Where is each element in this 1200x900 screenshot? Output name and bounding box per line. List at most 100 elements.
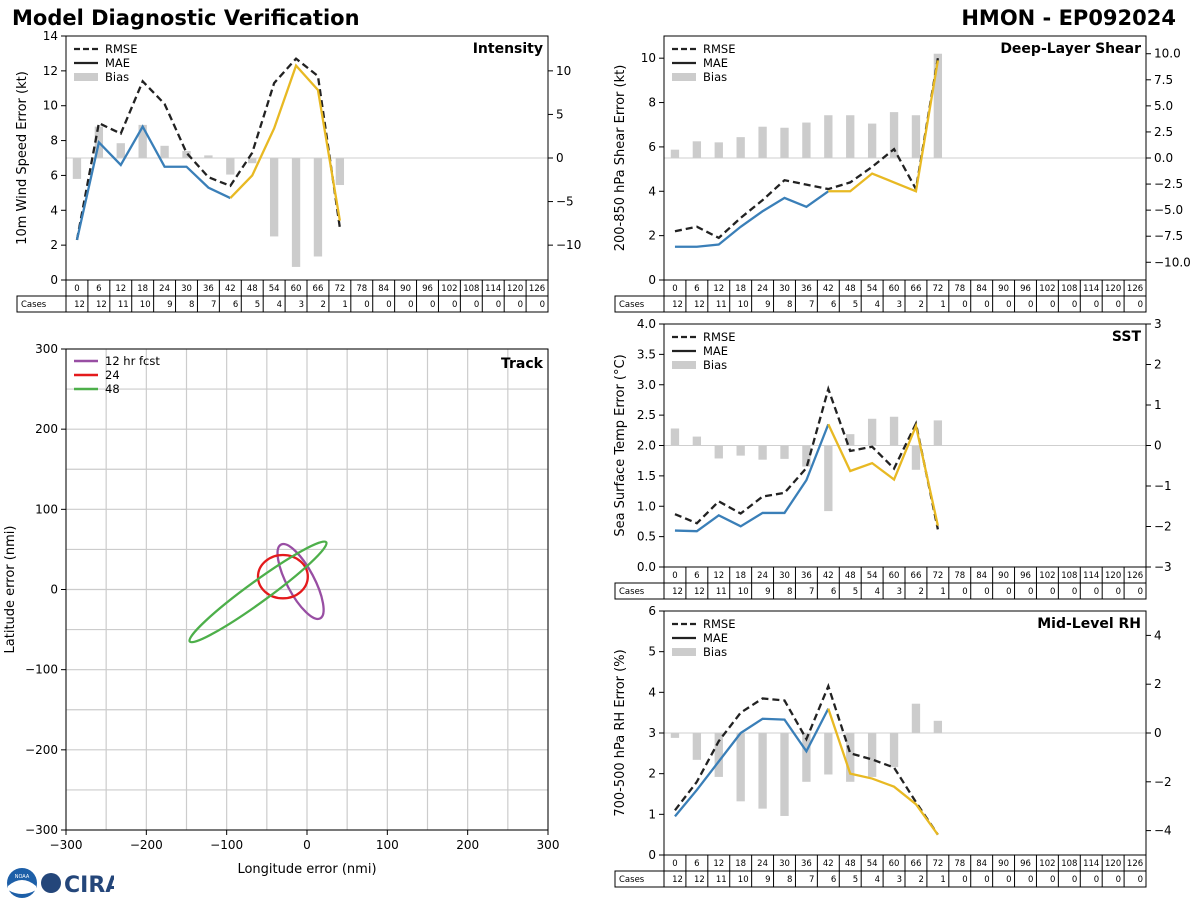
legend-mae-label: MAE [105,56,130,70]
track-ellipse-12 [276,542,325,621]
case-count-cell: 0 [1116,875,1121,885]
case-count-cell: 0 [962,300,967,310]
case-count-cell: 0 [496,300,501,310]
bias-bar [160,145,169,158]
case-count-cell: 0 [1094,587,1099,597]
y2-tick-label: −2.5 [1154,177,1183,191]
y2-tick-label: 2 [1154,677,1162,691]
lead-time-cell: 108 [1061,284,1077,294]
case-count-cell: 2 [320,300,325,310]
rmse-line [674,385,939,530]
lead-time-cell: 30 [779,284,790,294]
lead-time-cell: 6 [96,284,101,294]
y2-tick-label: −10 [556,238,581,252]
lead-time-cell: 18 [735,284,746,294]
case-count-cell: 2 [918,587,923,597]
y-tick-label: 6 [648,604,656,618]
y2-tick-label: −3 [1154,560,1172,574]
lead-time-cell: 54 [867,571,878,581]
case-count-cell: 11 [118,300,129,310]
panel-title: Mid-Level RH [1037,616,1141,632]
lead-time-cell: 96 [422,284,433,294]
panel-title: SST [1112,329,1142,345]
lead-time-cell: 30 [181,284,192,294]
case-count-cell: 8 [787,587,792,597]
y2-tick-label: −5 [556,195,574,209]
bias-bar [204,155,213,158]
model-storm-title: HMON - EP092024 [961,6,1176,30]
lead-time-cell: 18 [735,571,746,581]
lead-time-cell: 114 [1083,571,1099,581]
lead-time-cell: 126 [529,284,545,294]
bias-bar [736,137,745,158]
lead-time-cell: 0 [672,284,677,294]
lead-time-cell: 6 [694,284,699,294]
legend-rmse-label: RMSE [703,42,735,56]
track-ellipse-48 [188,540,328,644]
lead-time-cell: 60 [889,859,900,869]
lead-time-cell: 84 [976,571,987,581]
rmse-line [674,57,939,240]
legend-bias-label: Bias [703,70,727,84]
lead-time-cell: 0 [74,284,79,294]
lead-time-cell: 96 [1020,859,1031,869]
panel-title: Track [501,356,544,372]
bias-bar [802,445,811,467]
legend-rmse-label: RMSE [703,617,735,631]
lead-time-table: Cases01261212111810249308367426485544603… [16,279,549,313]
mae-line-late [229,63,341,221]
lead-time-cell: 24 [159,284,170,294]
cira-noaa-logo: NOAA CIRA [7,868,114,898]
case-count-cell: 0 [540,300,545,310]
legend-mae-label: MAE [703,56,728,70]
bias-bar [780,733,789,816]
lead-time-cell: 42 [823,571,834,581]
case-count-cell: 12 [672,300,683,310]
legend-bias-swatch [672,361,696,369]
y-tick-label: 5 [648,645,656,659]
lead-time-cell: 120 [1105,284,1121,294]
lead-time-cell: 12 [713,859,724,869]
bias-bar [714,445,723,459]
mae-line-late [828,60,939,193]
case-count-cell: 12 [672,875,683,885]
lead-time-cell: 90 [400,284,411,294]
y-tick-label: 10 [641,51,656,65]
lead-time-cell: 90 [998,859,1009,869]
case-count-cell: 0 [1006,875,1011,885]
case-count-cell: 12 [74,300,85,310]
case-count-cell: 0 [1138,587,1143,597]
y-tick-label: 2 [648,229,656,243]
lead-time-cell: 78 [954,284,965,294]
lead-time-cell: 78 [954,859,965,869]
lead-time-table: Cases01261212111810249308367426485544603… [614,854,1147,888]
lead-time-cell: 108 [1061,859,1077,869]
y-tick-label: 3 [648,726,656,740]
bias-bar [824,445,833,512]
bias-bar [911,115,921,158]
y2-tick-label: 0.0 [1154,151,1173,165]
cases-label: Cases [619,300,645,310]
cases-label: Cases [619,875,645,885]
lead-time-cell: 18 [735,859,746,869]
y-tick-label: 0 [648,273,656,287]
case-count-cell: 1 [940,875,945,885]
bias-bar [714,733,723,777]
case-count-cell: 7 [809,875,814,885]
case-count-cell: 0 [1138,300,1143,310]
bias-bar [670,149,680,158]
y2-tick-label: −1 [1154,479,1172,493]
bias-bar [692,436,702,446]
y-tick-label: 4 [50,203,58,217]
bias-bar [802,122,811,158]
lead-time-cell: 54 [269,284,280,294]
case-count-cell: 6 [831,300,836,310]
lead-time-cell: 36 [801,859,812,869]
y-tick-label: 0 [648,848,656,862]
legend-label: 12 hr fcst [105,354,160,368]
bias-bar [138,124,147,158]
mae-line-late [827,708,939,836]
lead-time-cell: 24 [757,571,768,581]
y2-tick-label: −7.5 [1154,229,1183,243]
